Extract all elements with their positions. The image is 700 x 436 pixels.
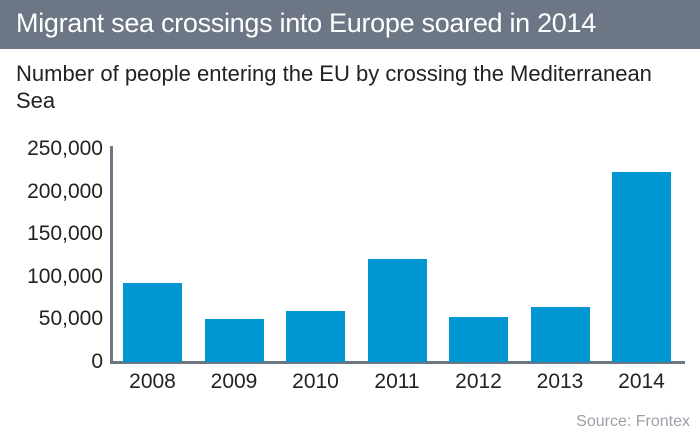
x-tick-label: 2009	[210, 370, 258, 393]
bar-2010	[286, 310, 345, 362]
y-tick-label: 150,000	[27, 222, 103, 246]
x-axis-line	[110, 361, 685, 364]
y-tick-label: 100,000	[27, 264, 103, 288]
bar-2008	[123, 282, 182, 362]
chart-subtitle: Number of people entering the EU by cros…	[16, 61, 652, 113]
bar-2011	[367, 258, 427, 362]
bar-2012	[449, 316, 508, 362]
x-tick-label: 2013	[536, 370, 584, 393]
y-tick-label: 250,000	[27, 137, 103, 160]
x-tick-label: 2014	[618, 370, 665, 393]
bar-2014	[612, 172, 671, 362]
x-tick-label: 2010	[292, 370, 339, 393]
y-tick-label: 200,000	[27, 179, 103, 203]
chart-title: Migrant sea crossings into Europe soared…	[16, 8, 596, 38]
chart-header: Migrant sea crossings into Europe soared…	[0, 0, 700, 49]
x-tick-label: 2011	[374, 370, 420, 393]
x-tick-label: 2012	[455, 370, 502, 393]
bar-2009	[204, 318, 264, 362]
source-note: Source: Frontex	[576, 413, 690, 430]
y-tick-label: 50,000	[38, 307, 103, 331]
x-tick-label: 2008	[129, 370, 176, 393]
y-axis-line	[110, 146, 113, 363]
bar-2013	[530, 306, 590, 362]
y-tick-label: 0	[91, 350, 103, 373]
